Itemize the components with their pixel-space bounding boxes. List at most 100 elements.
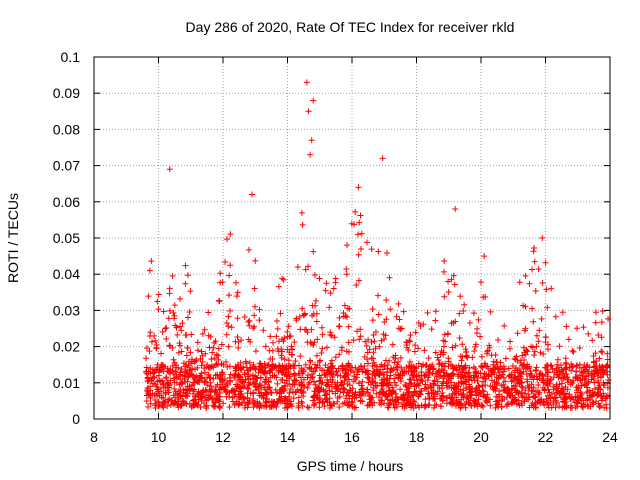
data-point (189, 365, 196, 372)
data-point (403, 363, 410, 370)
data-point (347, 368, 354, 375)
data-point (596, 404, 603, 411)
data-point (279, 275, 286, 282)
data-point (213, 360, 220, 367)
data-point (342, 313, 349, 320)
data-point (539, 280, 546, 287)
data-point (175, 349, 182, 356)
data-point (267, 389, 274, 396)
data-point (314, 352, 321, 359)
data-point (295, 394, 302, 401)
data-point (205, 392, 212, 399)
data-point (430, 387, 437, 394)
data-point (274, 345, 281, 352)
data-point (529, 387, 536, 394)
data-point (228, 324, 235, 331)
data-point (526, 404, 533, 411)
data-point (395, 325, 402, 332)
data-point (548, 285, 555, 292)
data-point (554, 389, 561, 396)
data-point (369, 363, 376, 370)
data-point (286, 371, 293, 378)
data-point (296, 362, 303, 369)
data-point (190, 388, 197, 395)
data-point (309, 302, 316, 309)
data-point (341, 302, 348, 309)
data-point (184, 344, 191, 351)
data-point (234, 289, 241, 296)
data-point (190, 397, 197, 404)
data-point (468, 377, 475, 384)
data-point (434, 388, 441, 395)
data-point (275, 283, 282, 290)
data-point (252, 303, 259, 310)
data-point (603, 393, 610, 400)
data-point (210, 375, 217, 382)
data-point (306, 379, 313, 386)
data-point (450, 365, 457, 372)
data-point (147, 392, 154, 399)
data-point (594, 392, 601, 399)
data-point (168, 397, 175, 404)
data-point (393, 364, 400, 371)
data-point (345, 348, 352, 355)
data-point (440, 393, 447, 400)
data-point (146, 348, 153, 355)
data-point (585, 370, 592, 377)
data-point (598, 334, 605, 341)
data-point (278, 354, 285, 361)
data-point (166, 290, 173, 297)
data-point (186, 400, 193, 407)
data-point (445, 278, 452, 285)
data-point (350, 337, 357, 344)
data-point (262, 376, 269, 383)
data-point (548, 363, 555, 370)
data-point (450, 272, 457, 279)
data-point (364, 349, 371, 356)
data-point (604, 350, 611, 357)
data-point (533, 332, 540, 339)
data-point (517, 379, 524, 386)
data-point (288, 345, 295, 352)
data-point (237, 359, 244, 366)
data-point (345, 323, 352, 330)
data-point (459, 366, 466, 373)
data-point (235, 344, 242, 351)
data-point (155, 372, 162, 379)
data-point (368, 246, 375, 253)
data-point (334, 372, 341, 379)
data-point (582, 381, 589, 388)
data-point (252, 383, 259, 390)
data-point (336, 314, 343, 321)
data-point (177, 342, 184, 349)
data-point (500, 363, 507, 370)
data-point (540, 376, 547, 383)
data-point (378, 361, 385, 368)
data-point (241, 370, 248, 377)
data-point (494, 401, 501, 408)
data-point (478, 402, 485, 409)
x-tick-label: 14 (280, 429, 296, 445)
data-point (535, 266, 542, 273)
data-point (505, 365, 512, 372)
data-point (572, 368, 579, 375)
data-point (452, 206, 459, 213)
data-point (250, 361, 257, 368)
data-point (303, 326, 310, 333)
data-point (479, 383, 486, 390)
data-point (191, 366, 198, 373)
data-point (405, 389, 412, 396)
data-point (266, 403, 273, 410)
data-point (471, 397, 478, 404)
data-point (599, 308, 606, 315)
data-point (179, 393, 186, 400)
data-point (342, 372, 349, 379)
data-point (465, 369, 472, 376)
data-point (270, 339, 276, 346)
data-point (153, 345, 160, 352)
data-point (308, 137, 315, 144)
data-point (440, 378, 447, 385)
data-point (495, 375, 502, 382)
data-point (236, 401, 243, 408)
data-point (210, 364, 217, 371)
